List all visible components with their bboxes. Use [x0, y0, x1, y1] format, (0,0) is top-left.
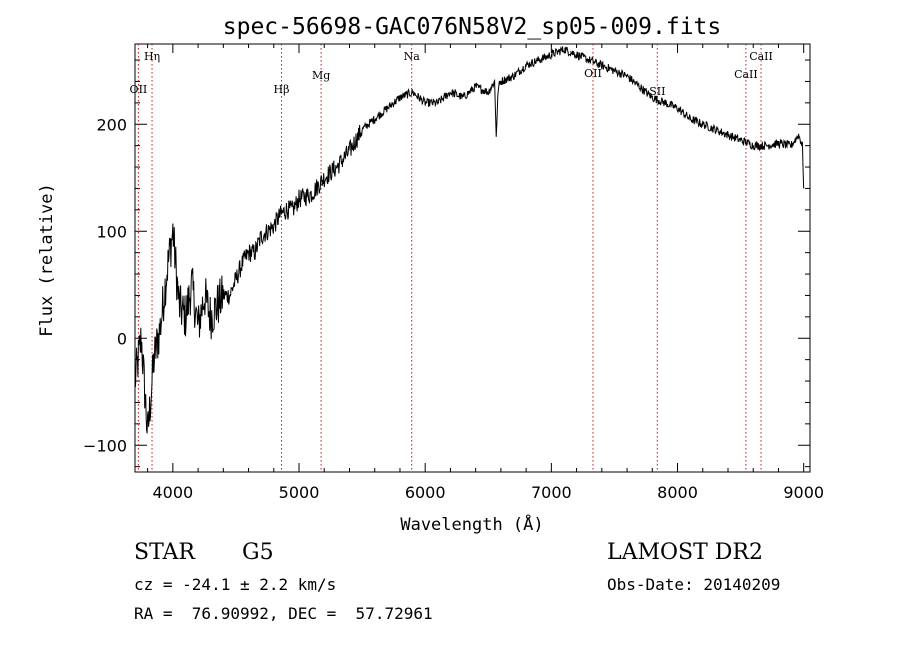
spectral-line-label: Hβ	[274, 83, 290, 96]
y-axis-label: Flux (relative)	[37, 183, 57, 337]
spectral-line-label: OII	[584, 67, 602, 80]
y-tick-label: 100	[96, 222, 127, 241]
spectral-line-label: OII	[130, 83, 148, 96]
x-tick-label: 8000	[657, 483, 698, 502]
plot-frame	[134, 43, 811, 473]
x-tick-label: 5000	[279, 483, 320, 502]
spectral-line-label: Mg	[312, 69, 330, 82]
spectrum-line	[134, 46, 805, 434]
x-tick-label: 4000	[152, 483, 193, 502]
chart-title: spec-56698-GAC076N58V2_sp05-009.fits	[223, 14, 722, 40]
line-markers: Hη OII Hβ Mg Na OII SII CaII CaII	[130, 44, 773, 472]
spectral-line-label: Na	[404, 50, 421, 63]
y-tick-label: 0	[117, 329, 127, 348]
x-tick-label: 7000	[531, 483, 572, 502]
x-tick-label: 9000	[783, 483, 824, 502]
spectral-line-label: CaII	[734, 68, 758, 81]
obs-date-text: Obs-Date: 20140209	[607, 575, 781, 594]
x-axis-label: Wavelength (Å)	[400, 513, 543, 535]
survey-name: LAMOST DR2	[607, 540, 763, 565]
y-tick-label: 200	[96, 115, 127, 134]
x-tick-label: 6000	[405, 483, 446, 502]
spectral-line-label: Hη	[144, 50, 160, 63]
spectral-line-label: SII	[649, 85, 665, 98]
coordinates-text: RA = 76.90992, DEC = 57.72961	[134, 604, 433, 623]
spectral-line-label: CaII	[749, 50, 773, 63]
redshift-text: cz = -24.1 ± 2.2 km/s	[134, 575, 337, 594]
object-subclass: G5	[242, 540, 274, 565]
axes: 4000 5000 6000 7000 8000 9000 −100 0 100 200	[83, 43, 824, 502]
y-tick-label: −100	[83, 436, 127, 455]
spectrum-series	[134, 46, 805, 434]
object-class: STAR	[134, 540, 195, 565]
